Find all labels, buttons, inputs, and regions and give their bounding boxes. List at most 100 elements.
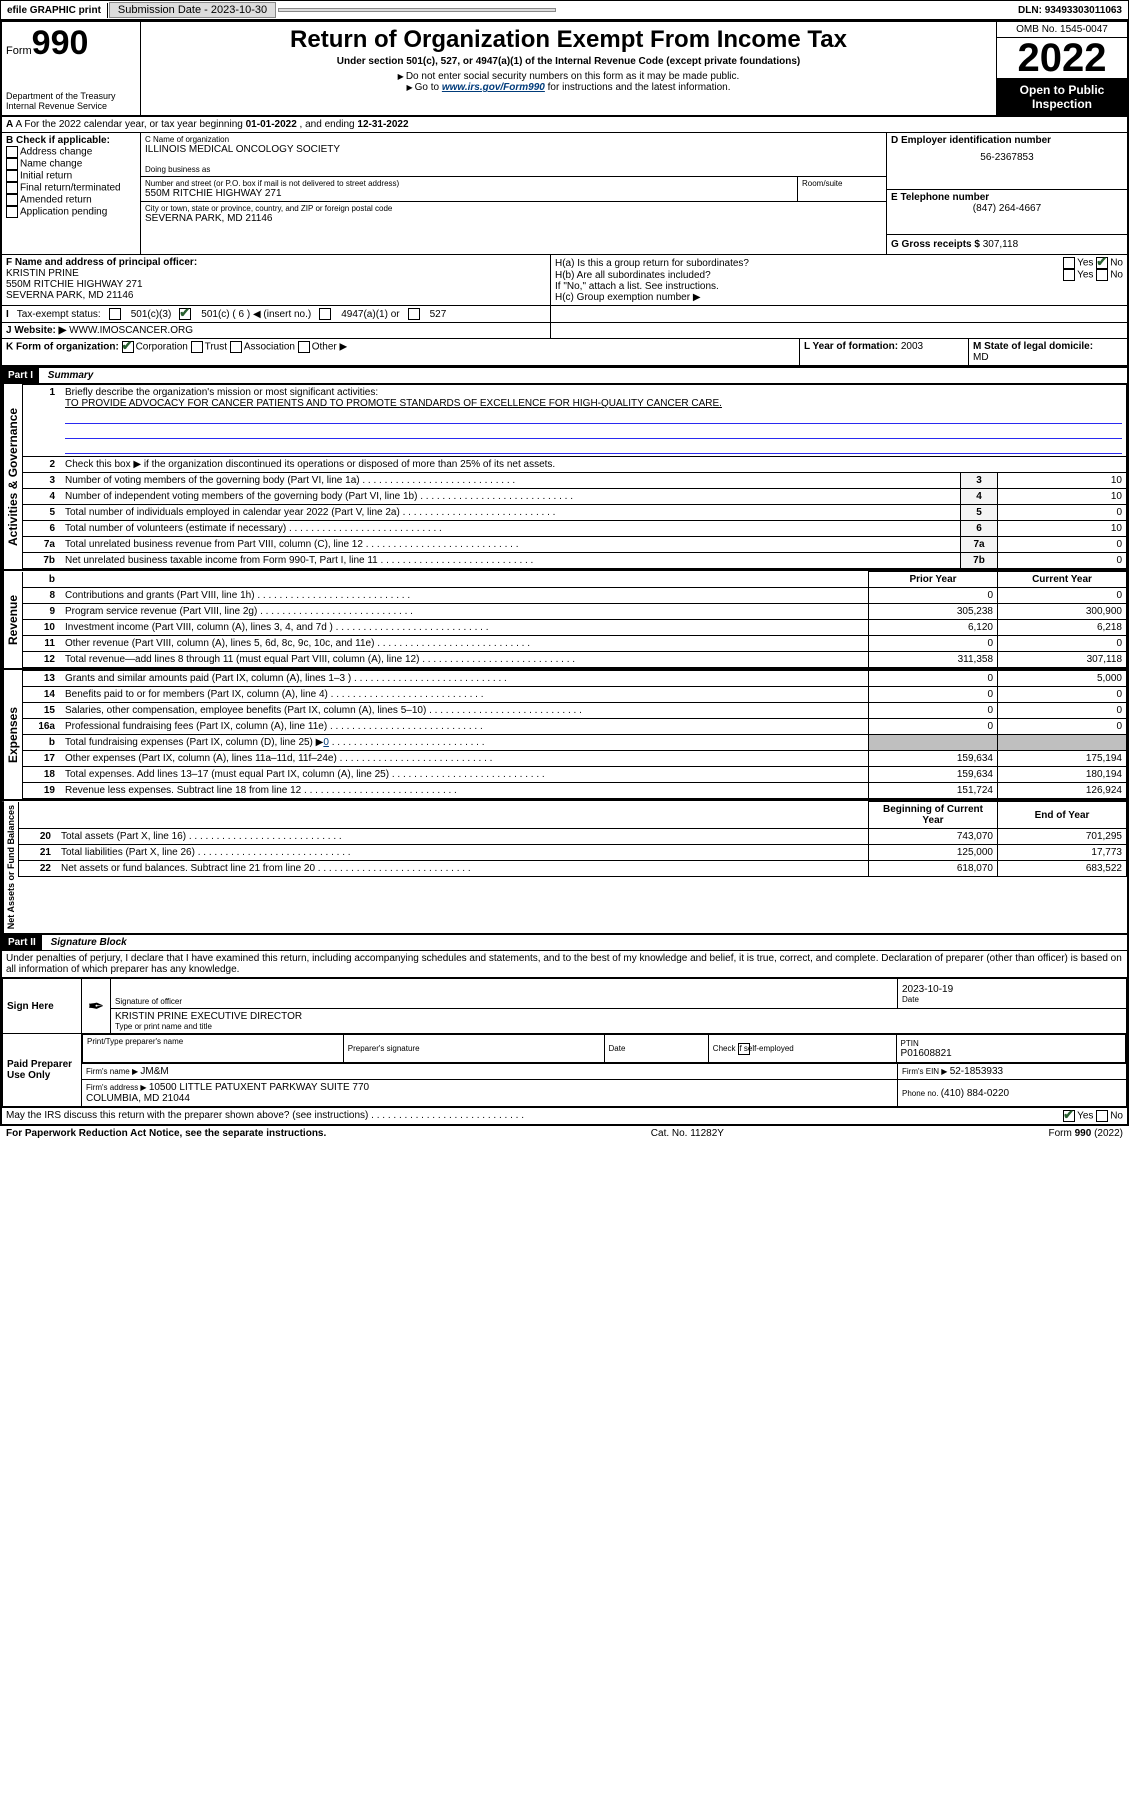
dept-label: Department of the Treasury: [6, 91, 136, 101]
sig-officer-label: Signature of officer: [115, 997, 893, 1006]
chk-501c[interactable]: [179, 308, 191, 320]
paid-preparer-label: Paid Preparer Use Only: [3, 1034, 82, 1107]
ptin-value: P01608821: [901, 1048, 1121, 1059]
table-row: 22Net assets or fund balances. Subtract …: [19, 861, 1127, 877]
table-row: 18Total expenses. Add lines 13–17 (must …: [23, 767, 1127, 783]
opt-app-pending[interactable]: Application pending: [6, 206, 136, 218]
i-label: Tax-exempt status:: [17, 309, 101, 320]
revenue-block: Revenue b Prior Year Current Year 8Contr…: [2, 569, 1127, 668]
expenses-block: Expenses 13Grants and similar amounts pa…: [2, 668, 1127, 799]
page-footer: For Paperwork Reduction Act Notice, see …: [0, 1126, 1129, 1141]
box-m: M State of legal domicile: MD: [969, 339, 1127, 365]
part-ii-header: Part II Signature Block: [2, 933, 1127, 951]
box-b-title: B Check if applicable:: [6, 135, 136, 146]
chk-assoc[interactable]: [230, 341, 242, 353]
box-h: H(a) Is this a group return for subordin…: [551, 255, 1127, 305]
table-row: 12Total revenue—add lines 8 through 11 (…: [23, 652, 1127, 668]
phone-value: (847) 264-4667: [891, 203, 1123, 214]
netassets-block: Net Assets or Fund Balances Beginning of…: [2, 799, 1127, 933]
table-row: 5Total number of individuals employed in…: [23, 505, 1127, 521]
part-i-header: Part I Summary: [2, 366, 1127, 384]
table-row: 9Program service revenue (Part VIII, lin…: [23, 604, 1127, 620]
officer-type-label: Type or print name and title: [115, 1022, 1122, 1031]
table-row: 14Benefits paid to or for members (Part …: [23, 687, 1127, 703]
hb-label: H(b) Are all subordinates included?: [555, 270, 1063, 281]
declaration: Under penalties of perjury, I declare th…: [2, 951, 1127, 978]
chk-4947[interactable]: [319, 308, 331, 320]
identity-block: B Check if applicable: Address change Na…: [2, 133, 1127, 255]
open-public-badge: Open to Public Inspection: [997, 79, 1127, 115]
street-label: Number and street (or P.O. box if mail i…: [145, 179, 793, 188]
officer-name: KRISTIN PRINE EXECUTIVE DIRECTOR: [115, 1011, 1122, 1022]
row-j: J Website: ▶ WWW.IMOSCANCER.ORG: [2, 323, 1127, 339]
sign-arrow-icon: ✒: [82, 979, 111, 1034]
sig-date-label: Date: [902, 995, 1122, 1004]
irs-label: Internal Revenue Service: [6, 101, 136, 111]
box-f: F Name and address of principal officer:…: [2, 255, 551, 305]
form-header: Form990 Department of the Treasury Inter…: [2, 22, 1127, 117]
ein-value: 56-2367853: [891, 152, 1123, 163]
opt-amended[interactable]: Amended return: [6, 194, 136, 206]
line2: Check this box ▶ if the organization dis…: [61, 457, 1127, 473]
firm-phone-label: Phone no.: [902, 1089, 941, 1098]
dba-label: Doing business as: [145, 165, 882, 174]
ein-label: D Employer identification number: [891, 135, 1123, 146]
ha-answer[interactable]: Yes No: [1063, 257, 1123, 269]
irs-link[interactable]: www.irs.gov/Form990: [442, 82, 545, 93]
f-addr2: SEVERNA PARK, MD 21146: [6, 290, 546, 301]
f-label: F Name and address of principal officer:: [6, 257, 546, 268]
opt-name-change[interactable]: Name change: [6, 158, 136, 170]
prep-name-label: Print/Type preparer's name: [87, 1037, 339, 1046]
box-l: L Year of formation: 2003: [800, 339, 969, 365]
f-addr1: 550M RITCHIE HIGHWAY 271: [6, 279, 546, 290]
hc-label: H(c) Group exemption number ▶: [555, 292, 1123, 303]
table-row: 15Salaries, other compensation, employee…: [23, 703, 1127, 719]
chk-other[interactable]: [298, 341, 310, 353]
table-row: 7bNet unrelated business taxable income …: [23, 553, 1127, 569]
table-row: 3Number of voting members of the governi…: [23, 473, 1127, 489]
chk-501c3[interactable]: [109, 308, 121, 320]
self-employed-check[interactable]: Check if self-employed: [713, 1043, 892, 1055]
chk-corp[interactable]: [122, 341, 134, 353]
box-b: B Check if applicable: Address change Na…: [2, 133, 141, 254]
website-value[interactable]: WWW.IMOSCANCER.ORG: [69, 325, 193, 336]
vlabel-revenue: Revenue: [2, 571, 22, 668]
note-ssn: Do not enter social security numbers on …: [145, 71, 992, 82]
opt-final-return[interactable]: Final return/terminated: [6, 182, 136, 194]
name-label: C Name of organization: [145, 135, 882, 144]
header-mid: Return of Organization Exempt From Incom…: [141, 22, 996, 115]
ptin-label: PTIN: [901, 1039, 1121, 1048]
footer-right: Form 990 (2022): [1049, 1128, 1123, 1139]
footer-mid: Cat. No. 11282Y: [651, 1128, 724, 1139]
opt-initial-return[interactable]: Initial return: [6, 170, 136, 182]
firm-ein-label: Firm's EIN ▶: [902, 1067, 950, 1076]
city-label: City or town, state or province, country…: [145, 204, 882, 213]
chk-trust[interactable]: [191, 341, 203, 353]
prep-sig-label: Preparer's signature: [348, 1044, 600, 1053]
room-label: Room/suite: [802, 179, 882, 188]
table-row: 6Total number of volunteers (estimate if…: [23, 521, 1127, 537]
opt-address-change[interactable]: Address change: [6, 146, 136, 158]
sign-here-label: Sign Here: [3, 979, 82, 1034]
discuss-row: May the IRS discuss this return with the…: [2, 1107, 1127, 1124]
tax-year: 2022: [997, 38, 1127, 79]
box-deg: D Employer identification number 56-2367…: [887, 133, 1127, 254]
row-a-tax-year: A A For the 2022 calendar year, or tax y…: [2, 117, 1127, 133]
table-row: 7aTotal unrelated business revenue from …: [23, 537, 1127, 553]
blank-field: [278, 8, 556, 12]
k-label: K Form of organization:: [6, 342, 119, 353]
chk-527[interactable]: [408, 308, 420, 320]
line1-label: Briefly describe the organization's miss…: [65, 387, 378, 398]
submission-date: Submission Date - 2023-10-30: [109, 2, 276, 18]
summary-top-table: 1 Briefly describe the organization's mi…: [22, 384, 1127, 569]
note-link: Go to www.irs.gov/Form990 for instructio…: [145, 82, 992, 93]
street-value: 550M RITCHIE HIGHWAY 271: [145, 188, 793, 199]
firm-ein: 52-1853933: [950, 1066, 1003, 1077]
f-name: KRISTIN PRINE: [6, 268, 546, 279]
vlabel-expenses: Expenses: [2, 670, 22, 799]
firm-name-label: Firm's name ▶: [86, 1067, 140, 1076]
hb-answer[interactable]: Yes No: [1063, 269, 1123, 281]
gross-label: G Gross receipts $: [891, 239, 983, 250]
ha-label: H(a) Is this a group return for subordin…: [555, 258, 1063, 269]
discuss-answer[interactable]: Yes No: [1063, 1110, 1123, 1122]
